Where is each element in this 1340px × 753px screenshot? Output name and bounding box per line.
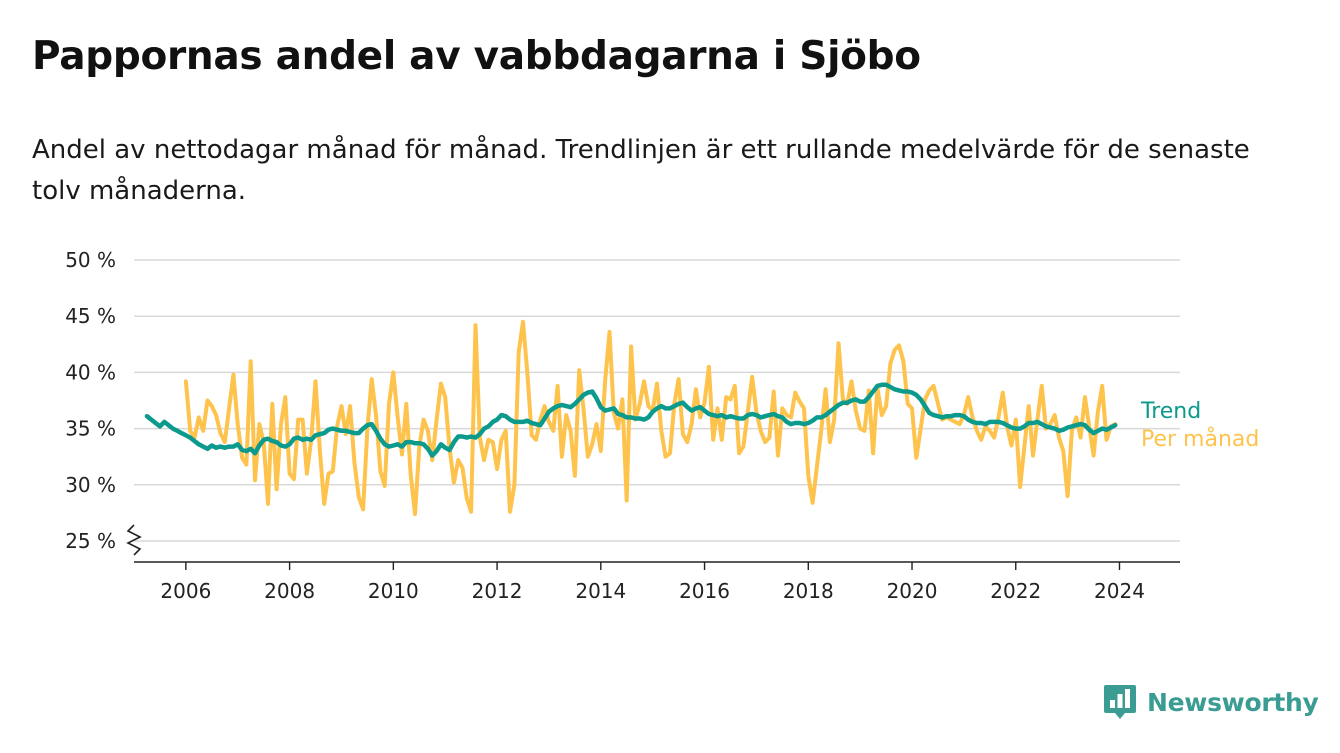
gridlines	[134, 259, 1180, 542]
y-tick-label: 50 %	[65, 248, 116, 272]
x-tick-label: 2020	[887, 579, 938, 603]
x-tick-label: 2010	[368, 579, 419, 603]
y-tick-label: 30 %	[65, 473, 116, 497]
series-line-per-manad	[183, 319, 1118, 516]
y-tick-label: 40 %	[65, 360, 116, 384]
series-line-trend	[144, 382, 1118, 458]
legend-label-trend: Trend	[1140, 399, 1201, 424]
legend-label-per-manad: Per månad	[1141, 426, 1259, 452]
x-tick-label: 2008	[264, 579, 315, 603]
chart-title: Pappornas andel av vabbdagarna i Sjöbo	[32, 34, 921, 79]
x-tick-label: 2006	[160, 579, 211, 603]
chart-subtitle: Andel av nettodagar månad för månad. Tre…	[32, 135, 1250, 206]
x-tick-label: 2012	[472, 579, 523, 603]
y-tick-label: 25 %	[65, 529, 116, 553]
axis-break-icon	[126, 524, 142, 556]
x-tick-label: 2016	[679, 579, 730, 603]
x-tick-label: 2024	[1094, 579, 1145, 603]
y-tick-label: 45 %	[65, 304, 116, 328]
x-tick-label: 2018	[783, 579, 834, 603]
y-tick-label: 35 %	[65, 417, 116, 441]
newsworthy-logo-icon	[1104, 685, 1136, 719]
y-axis: 25 % 30 % 35 % 40 % 45 % 50 %	[65, 248, 142, 556]
brand-logo: Newsworthy	[1103, 682, 1319, 722]
series-lines	[144, 319, 1118, 516]
x-tick-label: 2014	[575, 579, 626, 603]
x-tick-label: 2022	[990, 579, 1041, 603]
x-axis: 2006 2008 2010 2012 2014 2016 2018 2020 2022 2024	[134, 561, 1180, 603]
brand-name: Newsworthy	[1147, 687, 1319, 717]
